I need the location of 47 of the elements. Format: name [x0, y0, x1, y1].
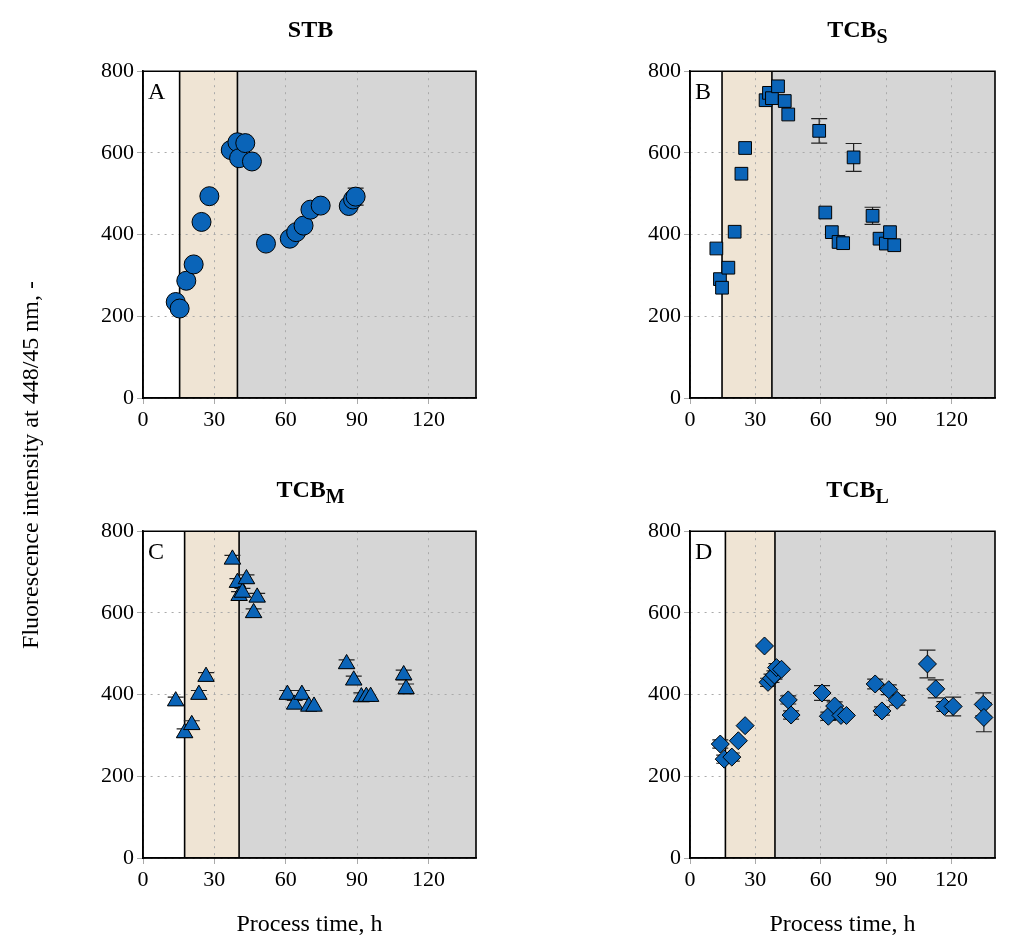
- y-axis-title: Fluorescence intensity at 448/45 nm, -: [16, 281, 44, 649]
- y-tick-label: 200: [101, 302, 134, 328]
- x-tick-label: 120: [934, 865, 968, 891]
- x-tick-label: 120: [411, 405, 445, 431]
- y-tick-label: 600: [101, 138, 134, 164]
- y-tick-label: 800: [648, 516, 681, 542]
- y-tick-label: 600: [101, 598, 134, 624]
- y-tick-label: 600: [648, 598, 681, 624]
- x-tick-label: 60: [809, 405, 832, 431]
- y-tick-label: 0: [123, 843, 134, 869]
- x-tick-label: 30: [203, 865, 226, 891]
- x-tick-label: 90: [346, 405, 369, 431]
- chart-title: TCB$_{S}$: [826, 15, 889, 49]
- y-tick-label: 600: [648, 138, 681, 164]
- annotation: B: [695, 78, 712, 105]
- x-tick-label: 120: [934, 405, 968, 431]
- chart-title: TCB$_{M}$: [275, 475, 346, 509]
- x-tick-label: 90: [875, 405, 898, 431]
- annotation: C: [148, 538, 165, 565]
- y-tick-label: 0: [670, 843, 681, 869]
- y-tick-label: 200: [101, 762, 134, 788]
- x-tick-label: 60: [809, 865, 832, 891]
- y-tick-label: 800: [648, 56, 681, 82]
- y-tick-label: 800: [101, 516, 134, 542]
- x-tick-label: 60: [274, 865, 297, 891]
- x-axis-title: Process time, h: [236, 909, 383, 936]
- y-tick-label: 200: [648, 302, 681, 328]
- x-tick-label: 90: [875, 865, 898, 891]
- y-tick-label: 0: [123, 383, 134, 409]
- x-axis-title: Process time, h: [769, 909, 916, 936]
- x-tick-label: 60: [274, 405, 297, 431]
- y-tick-label: 400: [101, 680, 134, 706]
- y-tick-label: 0: [670, 383, 681, 409]
- y-tick-label: 800: [101, 56, 134, 82]
- annotation: D: [695, 538, 713, 565]
- x-tick-label: 30: [203, 405, 226, 431]
- x-tick-label: 90: [346, 865, 369, 891]
- annotation: A: [148, 78, 166, 105]
- y-tick-label: 400: [101, 220, 134, 246]
- y-tick-label: 200: [648, 762, 681, 788]
- x-tick-label: 30: [744, 405, 767, 431]
- x-tick-label: 120: [411, 865, 445, 891]
- chart-title: STB: [286, 15, 335, 44]
- chart-title: TCB$_{L}$: [825, 475, 890, 509]
- y-tick-label: 400: [648, 680, 681, 706]
- x-tick-label: 30: [744, 865, 767, 891]
- y-tick-label: 400: [648, 220, 681, 246]
